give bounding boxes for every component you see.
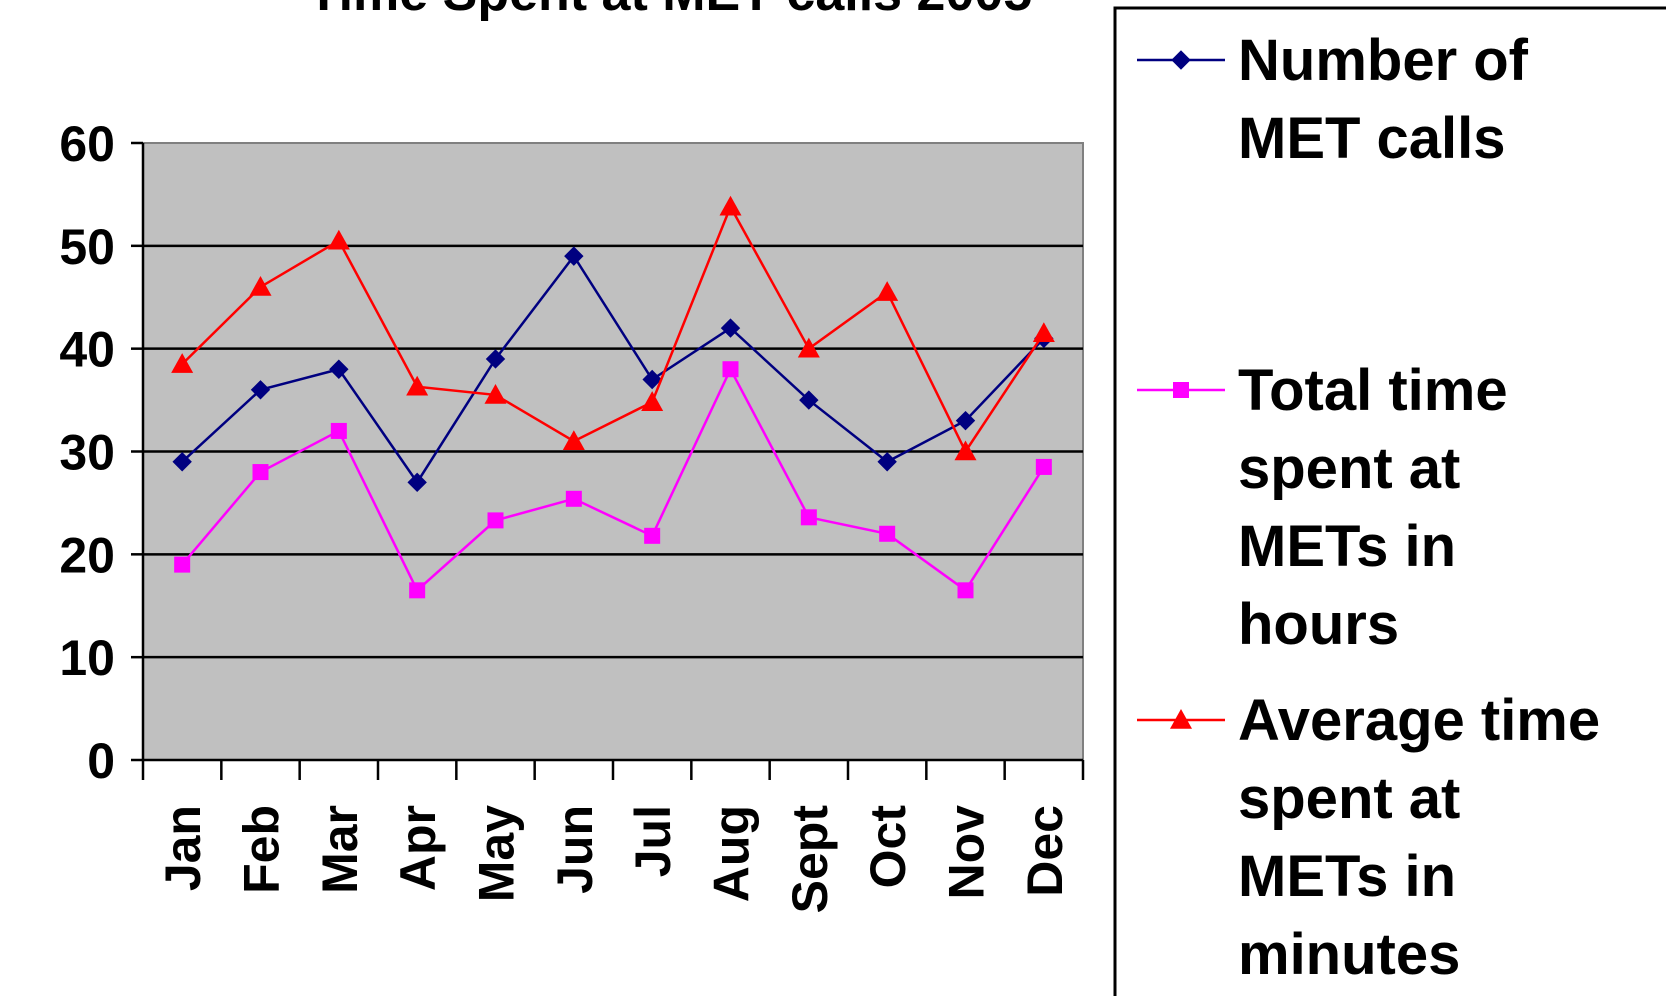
data-point (409, 582, 426, 599)
data-point (799, 390, 819, 410)
x-tick-label: Feb (234, 805, 290, 894)
data-point (1171, 50, 1191, 70)
data-point (327, 229, 350, 250)
y-tick-label: 60 (59, 116, 115, 172)
chart-title: Time Spent at MET calls 2005 (308, 0, 1032, 22)
series-line (181, 253, 1045, 485)
legend-label: spent at (1238, 766, 1460, 831)
x-tick-label: Jun (547, 805, 603, 894)
x-tick-label: Apr (390, 805, 446, 891)
data-point (1173, 382, 1189, 398)
data-point (1170, 709, 1192, 729)
axes: 0 10 20 30 40 50 60 Jan Feb Mar Apr May Jun Jul Aug Sep… (59, 116, 1085, 914)
data-point (171, 353, 194, 373)
x-tick-label: Sept (782, 805, 838, 914)
y-tick-label: 10 (59, 630, 115, 686)
data-point (642, 369, 662, 390)
data-point (564, 246, 584, 266)
series-3 (171, 195, 1055, 461)
data-point (720, 318, 741, 338)
y-tick-label: 0 (87, 733, 115, 789)
data-point (876, 281, 899, 301)
legend-label: METs in (1238, 514, 1456, 579)
series-2 (174, 361, 1052, 599)
legend-label: Average time (1238, 688, 1600, 753)
legend-label: METs in (1238, 844, 1456, 909)
data-point (722, 361, 739, 378)
data-point (719, 195, 742, 216)
data-point (252, 464, 269, 481)
data-point (250, 380, 271, 400)
x-tick-label: Jul (625, 805, 681, 877)
x-tick-label: Nov (939, 805, 995, 900)
data-point (329, 359, 349, 379)
data-point (800, 509, 817, 526)
data-point (249, 275, 272, 296)
data-point (562, 430, 585, 451)
data-point (1032, 322, 1055, 343)
data-point (879, 525, 896, 542)
series-line (181, 366, 1045, 593)
x-tick-label: Oct (860, 805, 916, 889)
x-tick-label: Dec (1017, 805, 1073, 897)
legend-label: MET calls (1238, 106, 1506, 171)
x-tick-label: Aug (704, 805, 760, 902)
y-tick-label: 50 (59, 219, 115, 275)
legend-item-1: Number of MET calls (1137, 28, 1529, 171)
data-point (957, 582, 974, 599)
data-point (407, 472, 427, 493)
x-tick-label: Jan (155, 805, 211, 891)
data-point (487, 512, 504, 529)
x-tick-label: May (469, 805, 525, 902)
x-tick-label: Mar (312, 805, 368, 894)
data-point (172, 452, 192, 472)
legend-label: spent at (1238, 436, 1460, 501)
data-point (565, 490, 582, 507)
legend-label: Number of (1238, 28, 1529, 93)
legend-item-3: Average time spent at METs in minutes (1137, 688, 1600, 987)
data-point (174, 556, 191, 573)
data-point (406, 375, 429, 396)
legend-label: hours (1238, 592, 1399, 657)
series-line (181, 203, 1045, 455)
y-tick-label: 30 (59, 425, 115, 481)
data-point (485, 349, 506, 369)
data-point (1035, 458, 1052, 475)
data-point (955, 410, 976, 431)
legend-label: Total time (1238, 358, 1508, 423)
data-point (484, 383, 507, 404)
y-tick-label: 20 (59, 527, 115, 583)
data-point (797, 337, 820, 358)
data-point (954, 440, 977, 461)
series-group (171, 195, 1055, 599)
data-point (330, 422, 347, 439)
legend-label: minutes (1238, 922, 1460, 987)
data-point (877, 452, 897, 472)
data-point (644, 527, 661, 544)
data-point (641, 391, 664, 411)
legend: Number of MET calls Total time spent at METs… (1113, 6, 1666, 996)
legend-box (1113, 6, 1666, 996)
legend-item-2: Total time spent at METs in hours (1137, 358, 1508, 657)
y-tick-label: 40 (59, 322, 115, 378)
